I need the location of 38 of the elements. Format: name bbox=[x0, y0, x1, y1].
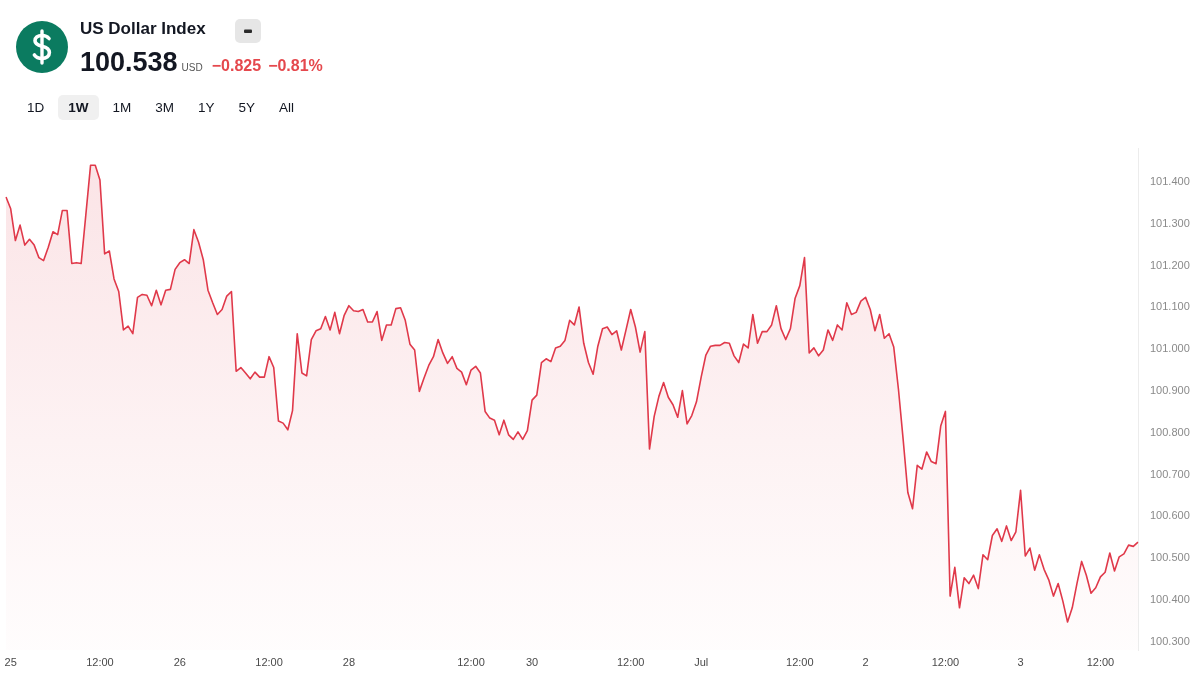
y-tick-label: 100.500 bbox=[1150, 551, 1190, 564]
x-tick-label: Jul bbox=[694, 655, 709, 668]
text: 1W bbox=[58, 95, 99, 120]
y-tick-label: 100.400 bbox=[1150, 592, 1190, 605]
text: −0.825 bbox=[211, 57, 262, 75]
x-tick-label: 26 bbox=[173, 655, 186, 668]
text: 1Y bbox=[197, 99, 216, 117]
y-tick-label: 100.300 bbox=[1150, 634, 1190, 647]
x-tick-label: 12:00 bbox=[1086, 655, 1115, 668]
chart-title: US Dollar Index bbox=[80, 19, 206, 39]
y-tick-label: 101.300 bbox=[1150, 216, 1190, 229]
x-tick-label: 12:00 bbox=[931, 655, 960, 668]
x-tick-label: 30 bbox=[525, 655, 539, 668]
x-tick-label: 28 bbox=[342, 655, 356, 668]
x-tick-label: 25 bbox=[4, 655, 17, 668]
y-tick-label: 101.400 bbox=[1150, 175, 1190, 188]
y-tick-label: 100.700 bbox=[1150, 467, 1190, 480]
x-tick-label: 12:00 bbox=[86, 655, 114, 668]
text: All bbox=[278, 99, 296, 117]
y-tick-label: 100.800 bbox=[1150, 425, 1190, 438]
y-tick-label: 101.000 bbox=[1150, 342, 1190, 355]
text: −0.81% bbox=[268, 57, 323, 75]
text: 1D bbox=[26, 99, 46, 117]
x-tick-label: 12:00 bbox=[786, 655, 814, 668]
y-tick-label: 101.100 bbox=[1150, 300, 1190, 313]
x-tick-label: 12:00 bbox=[616, 655, 645, 668]
x-tick-label: 2 bbox=[862, 655, 869, 668]
y-tick-label: 101.200 bbox=[1150, 258, 1190, 271]
chart-subtitle: 100.538 bbox=[80, 47, 178, 78]
y-tick-label: 100.600 bbox=[1150, 509, 1190, 522]
text: USD bbox=[181, 62, 203, 73]
y-tick-label: 100.900 bbox=[1150, 383, 1190, 396]
text: 3M bbox=[154, 99, 176, 117]
x-tick-label: 12:00 bbox=[255, 655, 283, 668]
text: 5Y bbox=[237, 99, 257, 117]
text: 1M bbox=[111, 99, 133, 117]
x-tick-label: 12:00 bbox=[457, 655, 485, 668]
x-tick-label: 3 bbox=[1017, 655, 1024, 668]
